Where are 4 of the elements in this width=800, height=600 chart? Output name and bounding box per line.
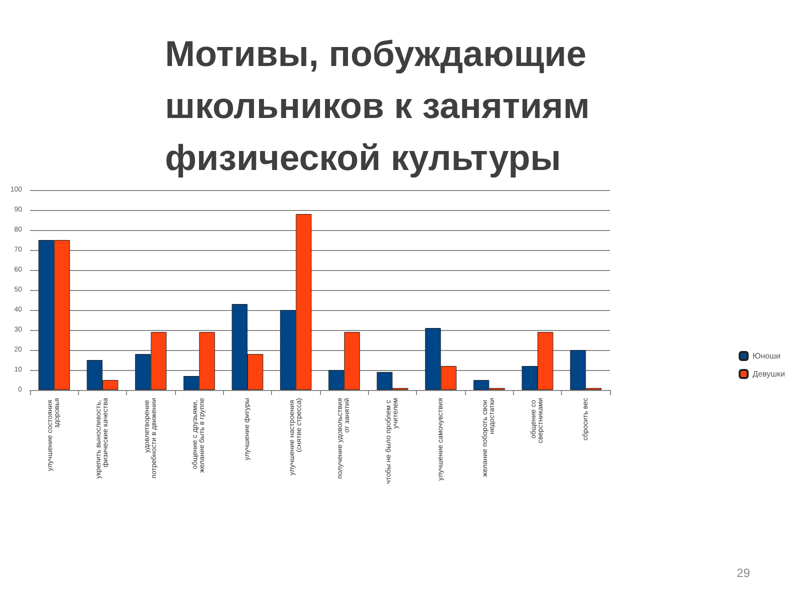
text: 29 [736,566,750,580]
legend-label: Девушки [752,370,785,378]
chart-title: Мотивы, побуждающие школьников к занятиям физической культуры [165,32,591,180]
legend-label: Юноши [752,352,781,360]
